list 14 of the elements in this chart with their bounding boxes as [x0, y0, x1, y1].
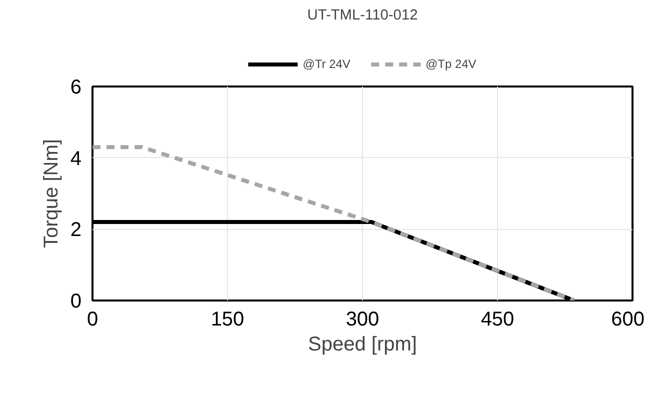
- y-axis-title: Torque [Nm]: [40, 139, 62, 248]
- y-tick-label: 6: [70, 76, 82, 98]
- x-tick-label: 600: [611, 308, 645, 330]
- legend-label: @Tp 24V: [425, 57, 476, 71]
- y-tick-label: 2: [70, 219, 82, 242]
- x-tick-label: 300: [346, 308, 380, 330]
- y-tick-label: 4: [70, 148, 82, 170]
- x-tick-label: 450: [480, 308, 514, 330]
- x-tick-label: 150: [210, 308, 244, 330]
- x-tick-label: 0: [86, 308, 98, 330]
- y-tick-label: 0: [70, 290, 82, 312]
- chart-title: UT-TML-110-012: [307, 8, 418, 24]
- x-axis-title: Speed [rpm]: [308, 334, 417, 356]
- legend-label: @Tr 24V: [302, 57, 350, 71]
